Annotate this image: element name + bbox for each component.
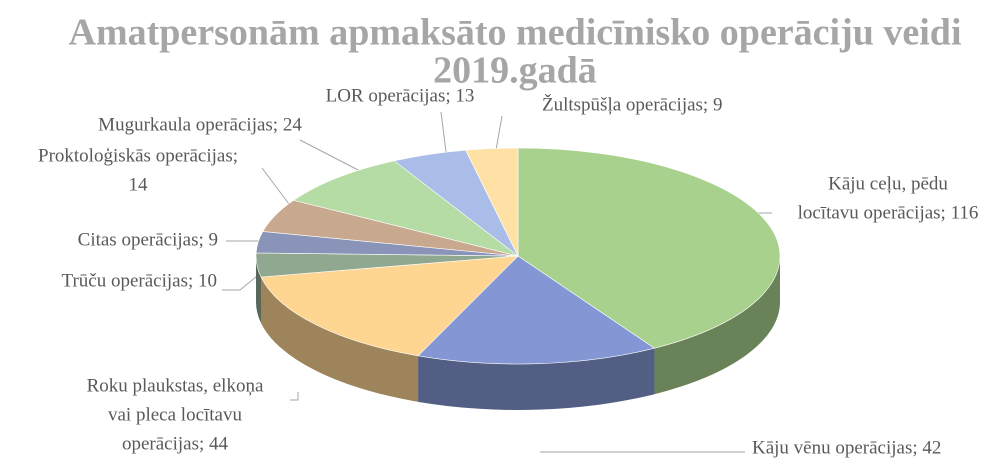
- data-label: operācijas; 44: [122, 433, 229, 454]
- chart-title: 2019.gadā: [433, 50, 597, 92]
- slice: [417, 255, 656, 365]
- data-label: Roku plaukstas, elkoņa: [87, 375, 264, 396]
- data-label: Mugurkaula operācijas; 24: [98, 114, 302, 135]
- leader-lines: [222, 111, 772, 453]
- data-label: Žultspūšļa operācijas; 9: [542, 93, 722, 115]
- data-label: vai pleca locītavu: [108, 404, 242, 425]
- slice-side: [256, 256, 261, 323]
- data-label: Kāju vēnu operācijas; 42: [752, 437, 941, 458]
- slice-side: [418, 348, 655, 410]
- data-label: 14: [129, 174, 149, 195]
- slice-side: [260, 276, 419, 402]
- slice-tops: [255, 147, 781, 365]
- data-label: Kāju ceļu, pēdu: [828, 173, 948, 194]
- slice: [292, 160, 519, 257]
- slice: [465, 147, 519, 257]
- slice: [517, 147, 781, 349]
- slice-side: [654, 256, 781, 395]
- data-label: Proktoloģiskās operācijas;: [38, 145, 238, 166]
- data-label: locītavu operācijas; 116: [798, 202, 979, 223]
- data-label: Citas operācijas; 9: [78, 229, 218, 250]
- slice-sides: [256, 256, 781, 410]
- slice: [260, 255, 519, 357]
- data-label: LOR operācijas; 13: [326, 85, 475, 106]
- chart-title: Amatpersonām apmaksāto medicīnisko operā…: [69, 12, 962, 54]
- data-label: Trūču operācijas; 10: [62, 270, 218, 291]
